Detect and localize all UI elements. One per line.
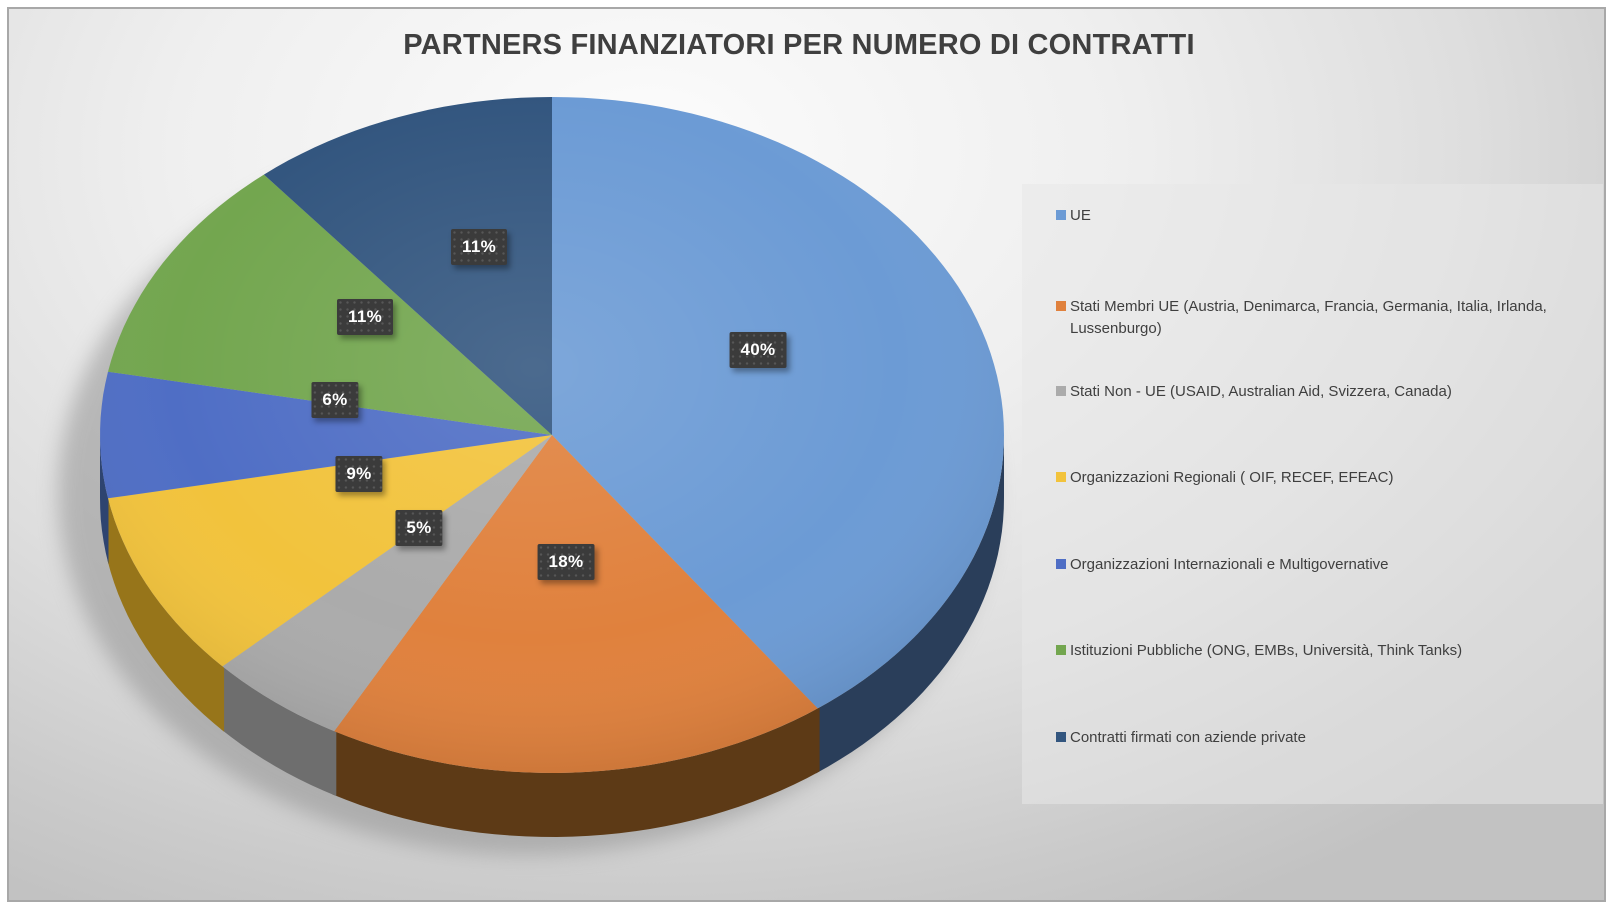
- legend-swatch-icon: [1056, 472, 1066, 482]
- legend-swatch-icon: [1056, 301, 1066, 311]
- data-label-0: 40%: [729, 332, 787, 368]
- legend-swatch-icon: [1056, 732, 1066, 742]
- legend-label: Stati Non - UE (USAID, Australian Aid, S…: [1070, 383, 1452, 400]
- chart-frame: PARTNERS FINANZIATORI PER NUMERO DI CONT…: [7, 7, 1606, 902]
- legend-swatch-icon: [1056, 645, 1066, 655]
- data-label-5: 11%: [337, 299, 393, 335]
- legend-swatch-icon: [1056, 559, 1066, 569]
- data-label-4: 6%: [311, 382, 359, 418]
- legend-swatch-icon: [1056, 210, 1066, 220]
- legend-item-6[interactable]: Contratti firmati con aziende private: [1056, 727, 1306, 749]
- legend-label: Organizzazioni Internazionali e Multigov…: [1070, 556, 1389, 573]
- chart-title: PARTNERS FINANZIATORI PER NUMERO DI CONT…: [403, 29, 1195, 61]
- legend-swatch-icon: [1056, 386, 1066, 396]
- legend-item-2[interactable]: Stati Non - UE (USAID, Australian Aid, S…: [1056, 381, 1452, 403]
- legend-label: Stati Membri UE (Austria, Denimarca, Fra…: [1070, 298, 1547, 337]
- legend-item-4[interactable]: Organizzazioni Internazionali e Multigov…: [1056, 554, 1389, 576]
- legend-label: UE: [1070, 207, 1091, 224]
- legend-item-1[interactable]: Stati Membri UE (Austria, Denimarca, Fra…: [1056, 296, 1604, 339]
- legend-item-0[interactable]: UE: [1056, 205, 1091, 227]
- data-label-1: 18%: [537, 544, 595, 580]
- data-label-2: 5%: [395, 510, 443, 546]
- pie-slice-side-1: [332, 707, 820, 837]
- legend-label: Istituzioni Pubbliche (ONG, EMBs, Univer…: [1070, 642, 1463, 659]
- data-label-3: 9%: [335, 456, 383, 492]
- legend-item-3[interactable]: Organizzazioni Regionali ( OIF, RECEF, E…: [1056, 467, 1393, 489]
- pie-chart: [58, 97, 1004, 855]
- data-label-6: 11%: [451, 229, 507, 265]
- legend-item-5[interactable]: Istituzioni Pubbliche (ONG, EMBs, Univer…: [1056, 640, 1462, 662]
- legend-label: Organizzazioni Regionali ( OIF, RECEF, E…: [1070, 469, 1394, 486]
- legend-panel: [1022, 184, 1603, 804]
- legend-label: Contratti firmati con aziende private: [1070, 729, 1306, 746]
